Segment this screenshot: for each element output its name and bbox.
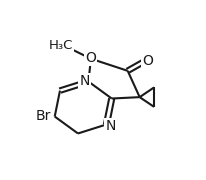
Text: O: O <box>142 54 153 68</box>
Text: N: N <box>79 74 90 88</box>
Text: N: N <box>105 119 116 133</box>
Text: H₃C: H₃C <box>48 39 73 52</box>
Text: O: O <box>85 51 96 66</box>
Text: Br: Br <box>36 109 51 123</box>
